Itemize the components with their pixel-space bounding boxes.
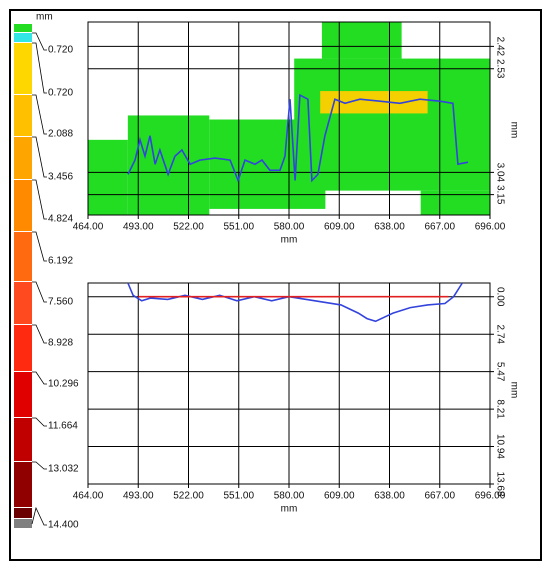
x-axis-label: mm (281, 504, 298, 515)
x-tick-label: 522.00 (173, 222, 204, 233)
y-tick-label: 0.00 (494, 287, 505, 307)
color-connector (32, 136, 47, 178)
x-axis-label: mm (281, 235, 298, 246)
x-tick-label: 696.00 (475, 222, 506, 233)
color-connector (32, 281, 47, 303)
color-label: 0.720 (48, 88, 73, 99)
y-tick-label: 3.15 (494, 185, 505, 205)
color-connector (32, 32, 47, 51)
color-connector (32, 42, 47, 94)
color-swatch (14, 43, 32, 94)
x-tick-label: 609.00 (324, 491, 355, 502)
x-tick-label: 551.00 (223, 491, 254, 502)
y-tick-label: 8.21 (494, 399, 505, 419)
y-tick-label: 3.04 (494, 163, 505, 183)
color-label: 14.400 (48, 520, 79, 531)
color-swatch (14, 33, 32, 42)
color-label: 11.664 (48, 421, 78, 432)
color-swatch (14, 24, 32, 32)
color-label: 13.032 (48, 464, 79, 475)
x-tick-label: 638.00 (374, 491, 405, 502)
y-tick-label: 10.94 (494, 434, 505, 459)
coverage-region (320, 91, 428, 114)
y-tick-label: 2.74 (494, 324, 505, 344)
y-tick-label: 5.47 (494, 362, 505, 382)
x-tick-label: 638.00 (374, 222, 405, 233)
plot-frame (87, 282, 491, 485)
color-connector (32, 231, 47, 262)
color-connector (31, 506, 47, 526)
coverage-region (88, 139, 128, 215)
coverage-region (321, 22, 402, 59)
x-tick-label: 464.00 (73, 491, 104, 502)
color-connector (32, 324, 47, 344)
x-tick-label: 493.00 (123, 222, 154, 233)
color-label: 3.456 (48, 172, 73, 183)
x-tick-label: 522.00 (173, 491, 204, 502)
color-label: 10.296 (48, 379, 79, 390)
profile-line (127, 93, 469, 183)
color-swatch (14, 95, 32, 136)
series-line (127, 282, 463, 323)
y-tick-label: 2.42 (494, 37, 505, 57)
color-label: 2.088 (48, 129, 73, 140)
color-label: 6.192 (48, 256, 73, 267)
x-tick-label: 609.00 (324, 222, 355, 233)
color-swatch (14, 180, 32, 231)
color-connector (32, 461, 47, 470)
color-swatch (14, 418, 32, 461)
color-swatch (14, 372, 32, 417)
color-connector (32, 417, 47, 427)
color-label: 8.928 (48, 338, 73, 349)
color-swatch (14, 519, 32, 528)
y-axis-label: mm (508, 382, 519, 399)
color-swatch (14, 282, 32, 324)
color-scale-unit: mm (36, 12, 53, 23)
color-label: 7.560 (48, 297, 73, 308)
color-swatch (14, 462, 32, 507)
color-connector (32, 94, 47, 135)
x-tick-label: 580.00 (274, 491, 305, 502)
x-tick-label: 464.00 (73, 222, 104, 233)
x-tick-label: 667.00 (424, 222, 455, 233)
coverage-region (294, 58, 490, 191)
color-swatch (14, 508, 32, 518)
x-tick-label: 493.00 (123, 491, 154, 502)
x-tick-label: 696.00 (475, 491, 506, 502)
color-swatch (14, 325, 32, 371)
plot-frame (87, 21, 491, 216)
y-tick-label: 2.53 (494, 59, 505, 79)
coverage-region (127, 115, 210, 215)
y-tick-label: 13.68 (494, 471, 505, 496)
color-swatch (14, 137, 32, 179)
color-connector (32, 371, 47, 385)
x-tick-label: 551.00 (223, 222, 254, 233)
y-axis-label: mm (508, 122, 519, 139)
color-swatch (14, 232, 32, 281)
x-tick-label: 667.00 (424, 491, 455, 502)
color-label: 0.720 (48, 45, 73, 56)
x-tick-label: 580.00 (274, 222, 305, 233)
color-connector (32, 179, 47, 220)
color-label: 4.824 (48, 214, 73, 225)
